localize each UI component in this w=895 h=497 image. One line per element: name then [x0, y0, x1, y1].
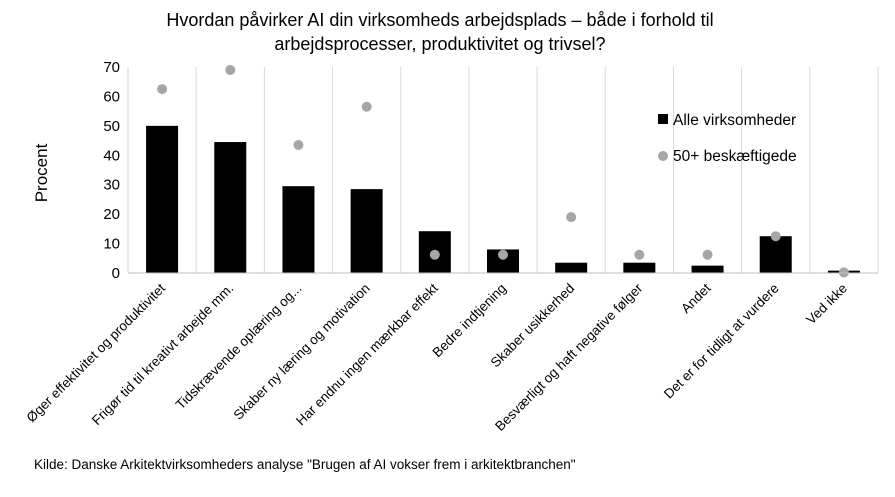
dot-point [634, 249, 645, 260]
x-tick-label: Frigør tid til kreativt arbejde mm. [89, 281, 236, 428]
y-tick-label: 10 [103, 236, 120, 253]
bar [282, 186, 315, 273]
bar [214, 142, 247, 273]
x-tick-label: Andet [678, 280, 714, 316]
bar [691, 265, 724, 273]
gridlines [127, 67, 879, 273]
legend-swatch-dot [658, 151, 668, 161]
bar [759, 236, 792, 273]
y-tick-label: 50 [103, 118, 120, 135]
dot-point [429, 249, 440, 260]
y-tick-label: 30 [103, 177, 120, 194]
dot-point [293, 139, 304, 150]
y-tick-label: 20 [103, 206, 120, 223]
x-tick-label: Skaber ny læring og motivation [231, 281, 373, 423]
dot-point [225, 64, 236, 75]
legend-swatch-bar [658, 114, 668, 124]
y-tick-label: 70 [103, 59, 120, 76]
legend-label: 50+ beskæftigede [673, 148, 797, 165]
dot-point [157, 84, 168, 95]
x-tick-label: Bedre indtjening [430, 281, 510, 361]
y-axis-label: Procent [32, 143, 51, 202]
bar [623, 262, 656, 273]
chart-title-line: arbejdsprocesser, produktivitet og trivs… [274, 34, 605, 54]
x-tick-label: Ved ikke [803, 281, 850, 328]
dot-point [566, 212, 577, 223]
y-tick-label: 40 [103, 147, 120, 164]
chart-title: Hvordan påvirker AI din virksomheds arbe… [166, 10, 713, 54]
bar [555, 262, 588, 273]
x-tick-label: Øger effektivitet og produktivitet [24, 280, 169, 425]
dot-point [498, 249, 508, 260]
y-tick-label: 0 [112, 265, 120, 282]
source-note: Kilde: Danske Arkitektvirksomheders anal… [34, 457, 576, 472]
y-tick-label: 60 [103, 88, 120, 105]
x-tick-label: Har endnu ingen mærkbar effekt [293, 280, 441, 428]
dot-point [770, 231, 781, 242]
x-tick-label: Besværligt og haft negative følger [492, 280, 646, 434]
bar [350, 189, 383, 273]
dot-series [157, 64, 849, 278]
dot-point [838, 267, 849, 278]
dot-point [702, 249, 713, 260]
chart-title-line: Hvordan påvirker AI din virksomheds arbe… [166, 10, 713, 30]
legend: Alle virksomheder 50+ beskæftigede [658, 112, 797, 165]
x-tick-label: Tidskrævende oplæring og... [173, 281, 305, 413]
x-tick-label: Det er for tidligt at vurdere [661, 281, 782, 402]
bar-series [146, 125, 860, 273]
bar [146, 125, 179, 273]
legend-label: Alle virksomheder [673, 112, 796, 129]
bar [487, 249, 519, 273]
y-axis-ticks: 0 10 20 30 40 50 60 70 [103, 59, 120, 282]
dot-point [361, 101, 372, 112]
x-axis-ticks: Øger effektivitet og produktivitetFrigør… [24, 280, 850, 434]
